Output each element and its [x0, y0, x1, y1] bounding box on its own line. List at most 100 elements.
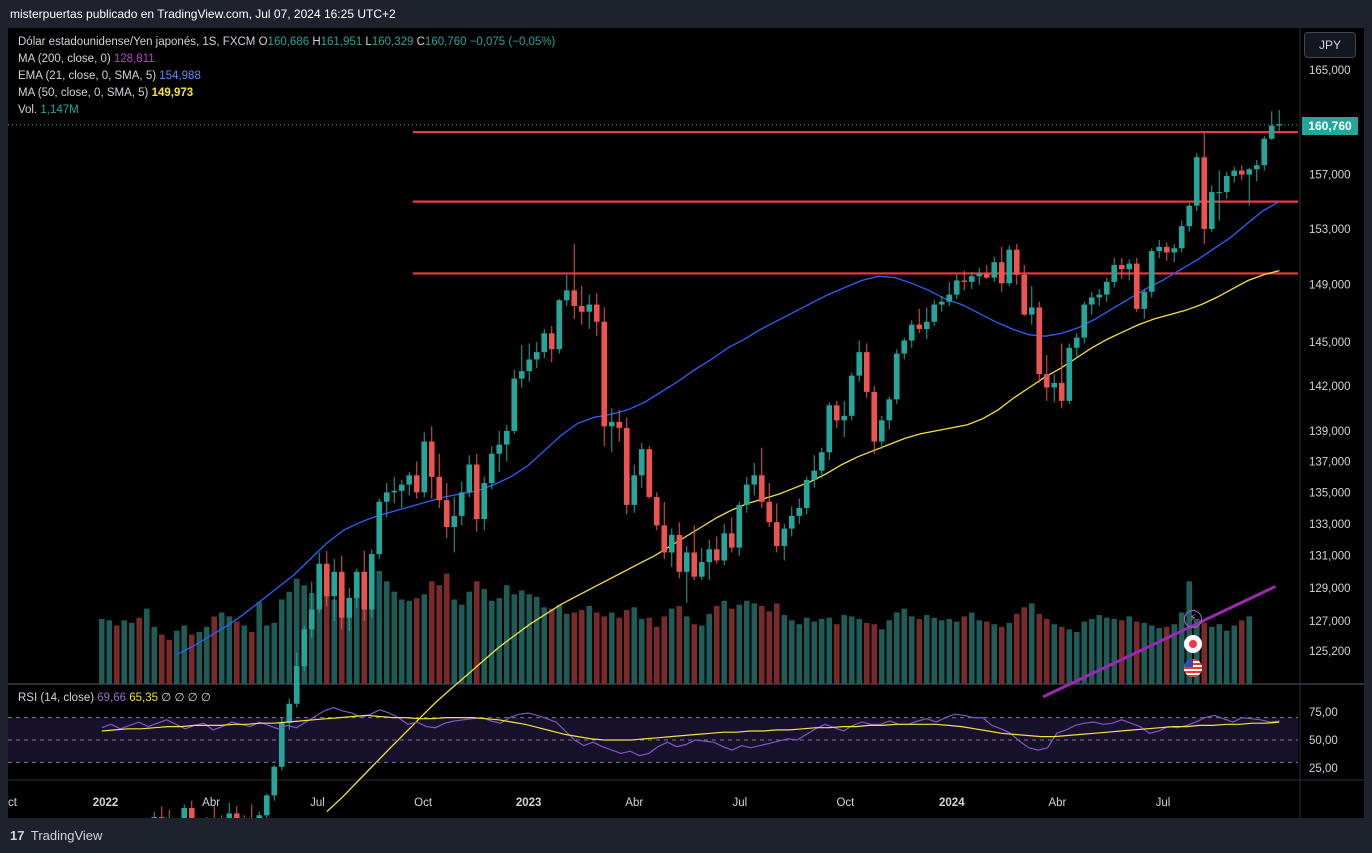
- volume-bar: [353, 581, 360, 684]
- volume-bar: [953, 621, 960, 684]
- volume-bar: [458, 604, 465, 684]
- rsi-legend[interactable]: RSI (14, close) 69,66 65,35 ∅ ∅ ∅ ∅: [18, 690, 211, 704]
- time-tick-label: 2023: [516, 797, 542, 809]
- footer-brand[interactable]: 17 TradingView: [10, 826, 102, 846]
- candle-body: [346, 597, 353, 618]
- candle-body: [533, 352, 540, 360]
- volume-bar: [286, 591, 293, 684]
- symbol-title[interactable]: Dólar estadounidense/Yen japonés, 1S, FX…: [18, 36, 256, 48]
- candle-body: [451, 515, 458, 527]
- candle-body: [1208, 192, 1215, 229]
- last-price-tag: 160,760: [1302, 117, 1358, 135]
- candle-body: [818, 452, 825, 471]
- volume-bar: [1148, 625, 1155, 684]
- candle-body: [848, 375, 855, 416]
- candle-body: [863, 352, 870, 392]
- candle-body: [338, 571, 345, 618]
- close-value: 160,760: [424, 36, 467, 48]
- candle-body: [953, 280, 960, 295]
- candle-body: [443, 500, 450, 527]
- rsi-extra: ∅ ∅ ∅ ∅: [161, 692, 211, 704]
- ema21-row[interactable]: EMA (21, close, 0, SMA, 5) 154,988: [18, 68, 555, 85]
- target-icon[interactable]: [1184, 635, 1202, 653]
- volume-bar: [391, 591, 398, 684]
- volume-bar: [908, 616, 915, 684]
- candle-body: [496, 444, 503, 454]
- open-key: O: [258, 36, 268, 48]
- candle-body: [263, 795, 270, 816]
- volume-row[interactable]: Vol. 1,147M: [18, 102, 555, 119]
- volume-bar: [293, 578, 300, 684]
- volume-bar: [503, 585, 510, 684]
- ma200-label: MA (200, close, 0): [18, 53, 111, 65]
- volume-bar: [1141, 622, 1148, 684]
- volume-bar: [743, 600, 750, 684]
- candle-body: [151, 817, 158, 818]
- ema21-label: EMA (21, close, 0, SMA, 5): [18, 70, 157, 82]
- volume-bar: [698, 625, 705, 684]
- candle-body: [616, 421, 623, 428]
- volume-bar: [443, 573, 450, 684]
- volume-bar: [1088, 619, 1095, 684]
- volume-bar: [1126, 616, 1133, 684]
- time-tick-label: ct: [8, 797, 18, 809]
- volume-bar: [1021, 607, 1028, 684]
- price-tick-label: 135,000: [1309, 487, 1351, 499]
- candle-body: [1081, 304, 1088, 338]
- volume-bar: [1013, 613, 1020, 684]
- us-flag-icon[interactable]: [1184, 659, 1202, 677]
- volume-bar: [233, 621, 240, 684]
- candle-body: [736, 504, 743, 548]
- candle-body: [893, 353, 900, 400]
- chart-canvas[interactable]: 165,000 157,000 153,000 149,000 145,000 142,0…: [8, 28, 1364, 818]
- candle-body: [931, 304, 938, 322]
- candle-body: [796, 508, 803, 516]
- candle-body: [811, 470, 818, 480]
- candle-body: [841, 415, 848, 421]
- volume-bar: [646, 617, 653, 684]
- candle-body: [661, 525, 668, 553]
- candle-body: [488, 453, 495, 484]
- candle-body: [1088, 297, 1095, 305]
- candle-body: [586, 304, 593, 312]
- volume-bar: [1096, 615, 1103, 684]
- volume-bar: [736, 604, 743, 684]
- candle-body: [1126, 263, 1133, 270]
- volume-bar: [983, 621, 990, 684]
- candle-body: [1133, 263, 1140, 309]
- time-tick-label: 2022: [93, 797, 119, 809]
- volume-bar: [1223, 630, 1230, 684]
- volume-bar: [946, 619, 953, 684]
- ma50-row[interactable]: MA (50, close, 0, SMA, 5) 149,973: [18, 85, 555, 102]
- volume-bar: [113, 625, 120, 684]
- candle-body: [331, 571, 338, 597]
- time-tick-label: Jul: [732, 797, 747, 809]
- ma200-row[interactable]: MA (200, close, 0) 128,811: [18, 51, 555, 68]
- candle-body: [623, 427, 630, 505]
- volume-bar: [451, 599, 458, 684]
- candle-body: [721, 533, 728, 561]
- volume-bar: [488, 600, 495, 684]
- candle-body: [421, 441, 428, 493]
- lightning-icon[interactable]: ⚡: [1184, 610, 1202, 628]
- candle-body: [353, 571, 360, 598]
- volume-bar: [1036, 613, 1043, 684]
- volume-bar: [893, 612, 900, 684]
- trendline: [1042, 585, 1277, 699]
- currency-button[interactable]: JPY: [1304, 32, 1356, 58]
- candle-body: [1246, 169, 1253, 175]
- candle-body: [458, 492, 465, 516]
- volume-bar: [406, 600, 413, 684]
- low-key: L: [365, 36, 372, 48]
- volume-bar: [323, 582, 330, 684]
- candle-body: [871, 391, 878, 442]
- candle-body: [1148, 251, 1155, 292]
- candle-body: [968, 276, 975, 282]
- brand-name: TradingView: [30, 828, 103, 843]
- chart-panel[interactable]: 165,000 157,000 153,000 149,000 145,000 142,0…: [8, 28, 1364, 818]
- high-key: H: [312, 36, 321, 48]
- rsi-tick-label: 25,00: [1309, 763, 1338, 775]
- volume-bar: [1208, 626, 1215, 684]
- candle-body: [301, 629, 308, 667]
- candle-body: [991, 262, 998, 278]
